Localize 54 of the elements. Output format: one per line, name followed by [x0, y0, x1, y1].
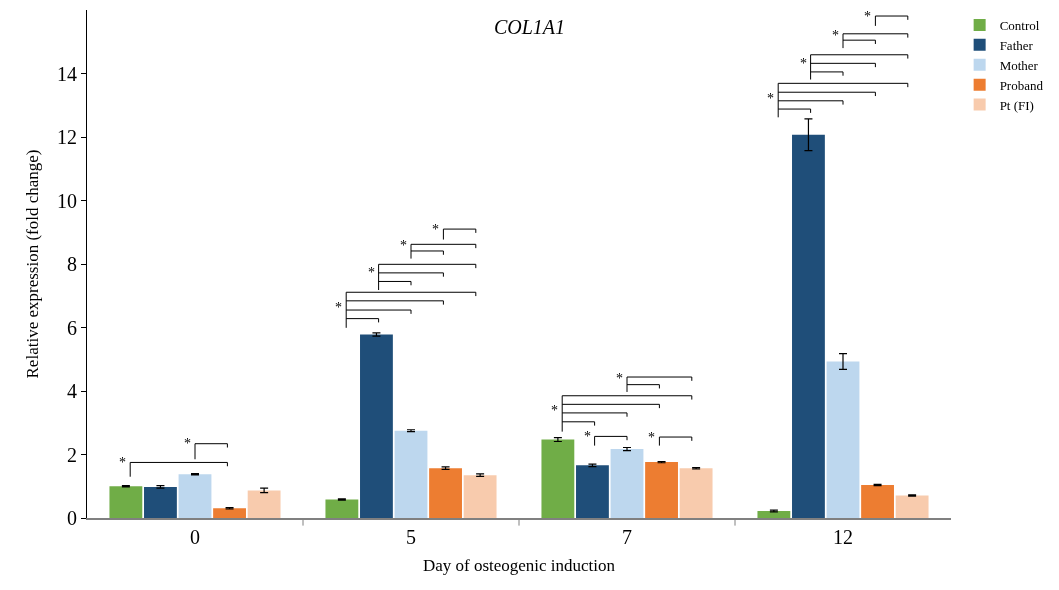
x-tick-label: 7	[622, 525, 632, 548]
y-tick-label: 10	[57, 189, 77, 212]
bar	[325, 499, 359, 518]
annotation: *	[648, 430, 655, 445]
bar	[247, 490, 281, 518]
annotation: *	[400, 238, 407, 253]
x-tick-label: 5	[406, 525, 416, 548]
y-tick-label: 6	[67, 316, 77, 339]
legend-label: Mother	[999, 57, 1039, 73]
bar	[360, 334, 393, 518]
annotation: *	[335, 300, 342, 315]
annotation: *	[767, 91, 774, 106]
y-tick-label: 8	[67, 253, 77, 275]
legend-label: Father	[999, 37, 1034, 53]
annotation: *	[119, 455, 126, 470]
y-tick-label: 2	[67, 443, 77, 466]
y-tick-label: 0	[67, 507, 77, 529]
annotation: *	[864, 9, 871, 24]
annotation: *	[368, 265, 375, 280]
bar	[109, 486, 143, 518]
bar	[541, 439, 575, 518]
y-tick-label: 14	[57, 62, 77, 85]
bar	[679, 468, 713, 518]
bar	[213, 508, 246, 518]
bar	[144, 486, 177, 518]
annotation: *	[832, 28, 839, 43]
annotation: *	[551, 403, 558, 418]
bar	[610, 449, 644, 518]
bar	[861, 484, 894, 518]
bar	[895, 495, 929, 518]
bar	[576, 465, 609, 518]
annotation: *	[432, 222, 439, 237]
bar	[429, 468, 462, 518]
legend-label: Pt (FI)	[999, 97, 1034, 113]
legend-label: Proband	[999, 77, 1044, 93]
chart-title: COL1A1	[493, 15, 566, 38]
bar	[463, 475, 497, 518]
annotation: *	[184, 436, 191, 451]
x-axis-title: Day of osteogenic induction	[422, 555, 616, 575]
annotation: *	[584, 429, 591, 444]
bar	[645, 462, 678, 518]
bar	[826, 361, 860, 518]
bar	[792, 134, 825, 518]
bar	[757, 511, 791, 518]
bar	[394, 430, 428, 518]
y-tick-label: 4	[67, 380, 77, 402]
y-axis-title: Relative expression (fold change)	[22, 149, 42, 379]
x-tick-label: 0	[190, 525, 200, 548]
x-tick-label: 12	[833, 525, 853, 548]
annotation: *	[800, 56, 807, 71]
legend-label: Control	[999, 18, 1040, 34]
bar	[178, 474, 212, 518]
y-tick-label: 12	[57, 126, 77, 148]
annotation: *	[616, 371, 623, 386]
